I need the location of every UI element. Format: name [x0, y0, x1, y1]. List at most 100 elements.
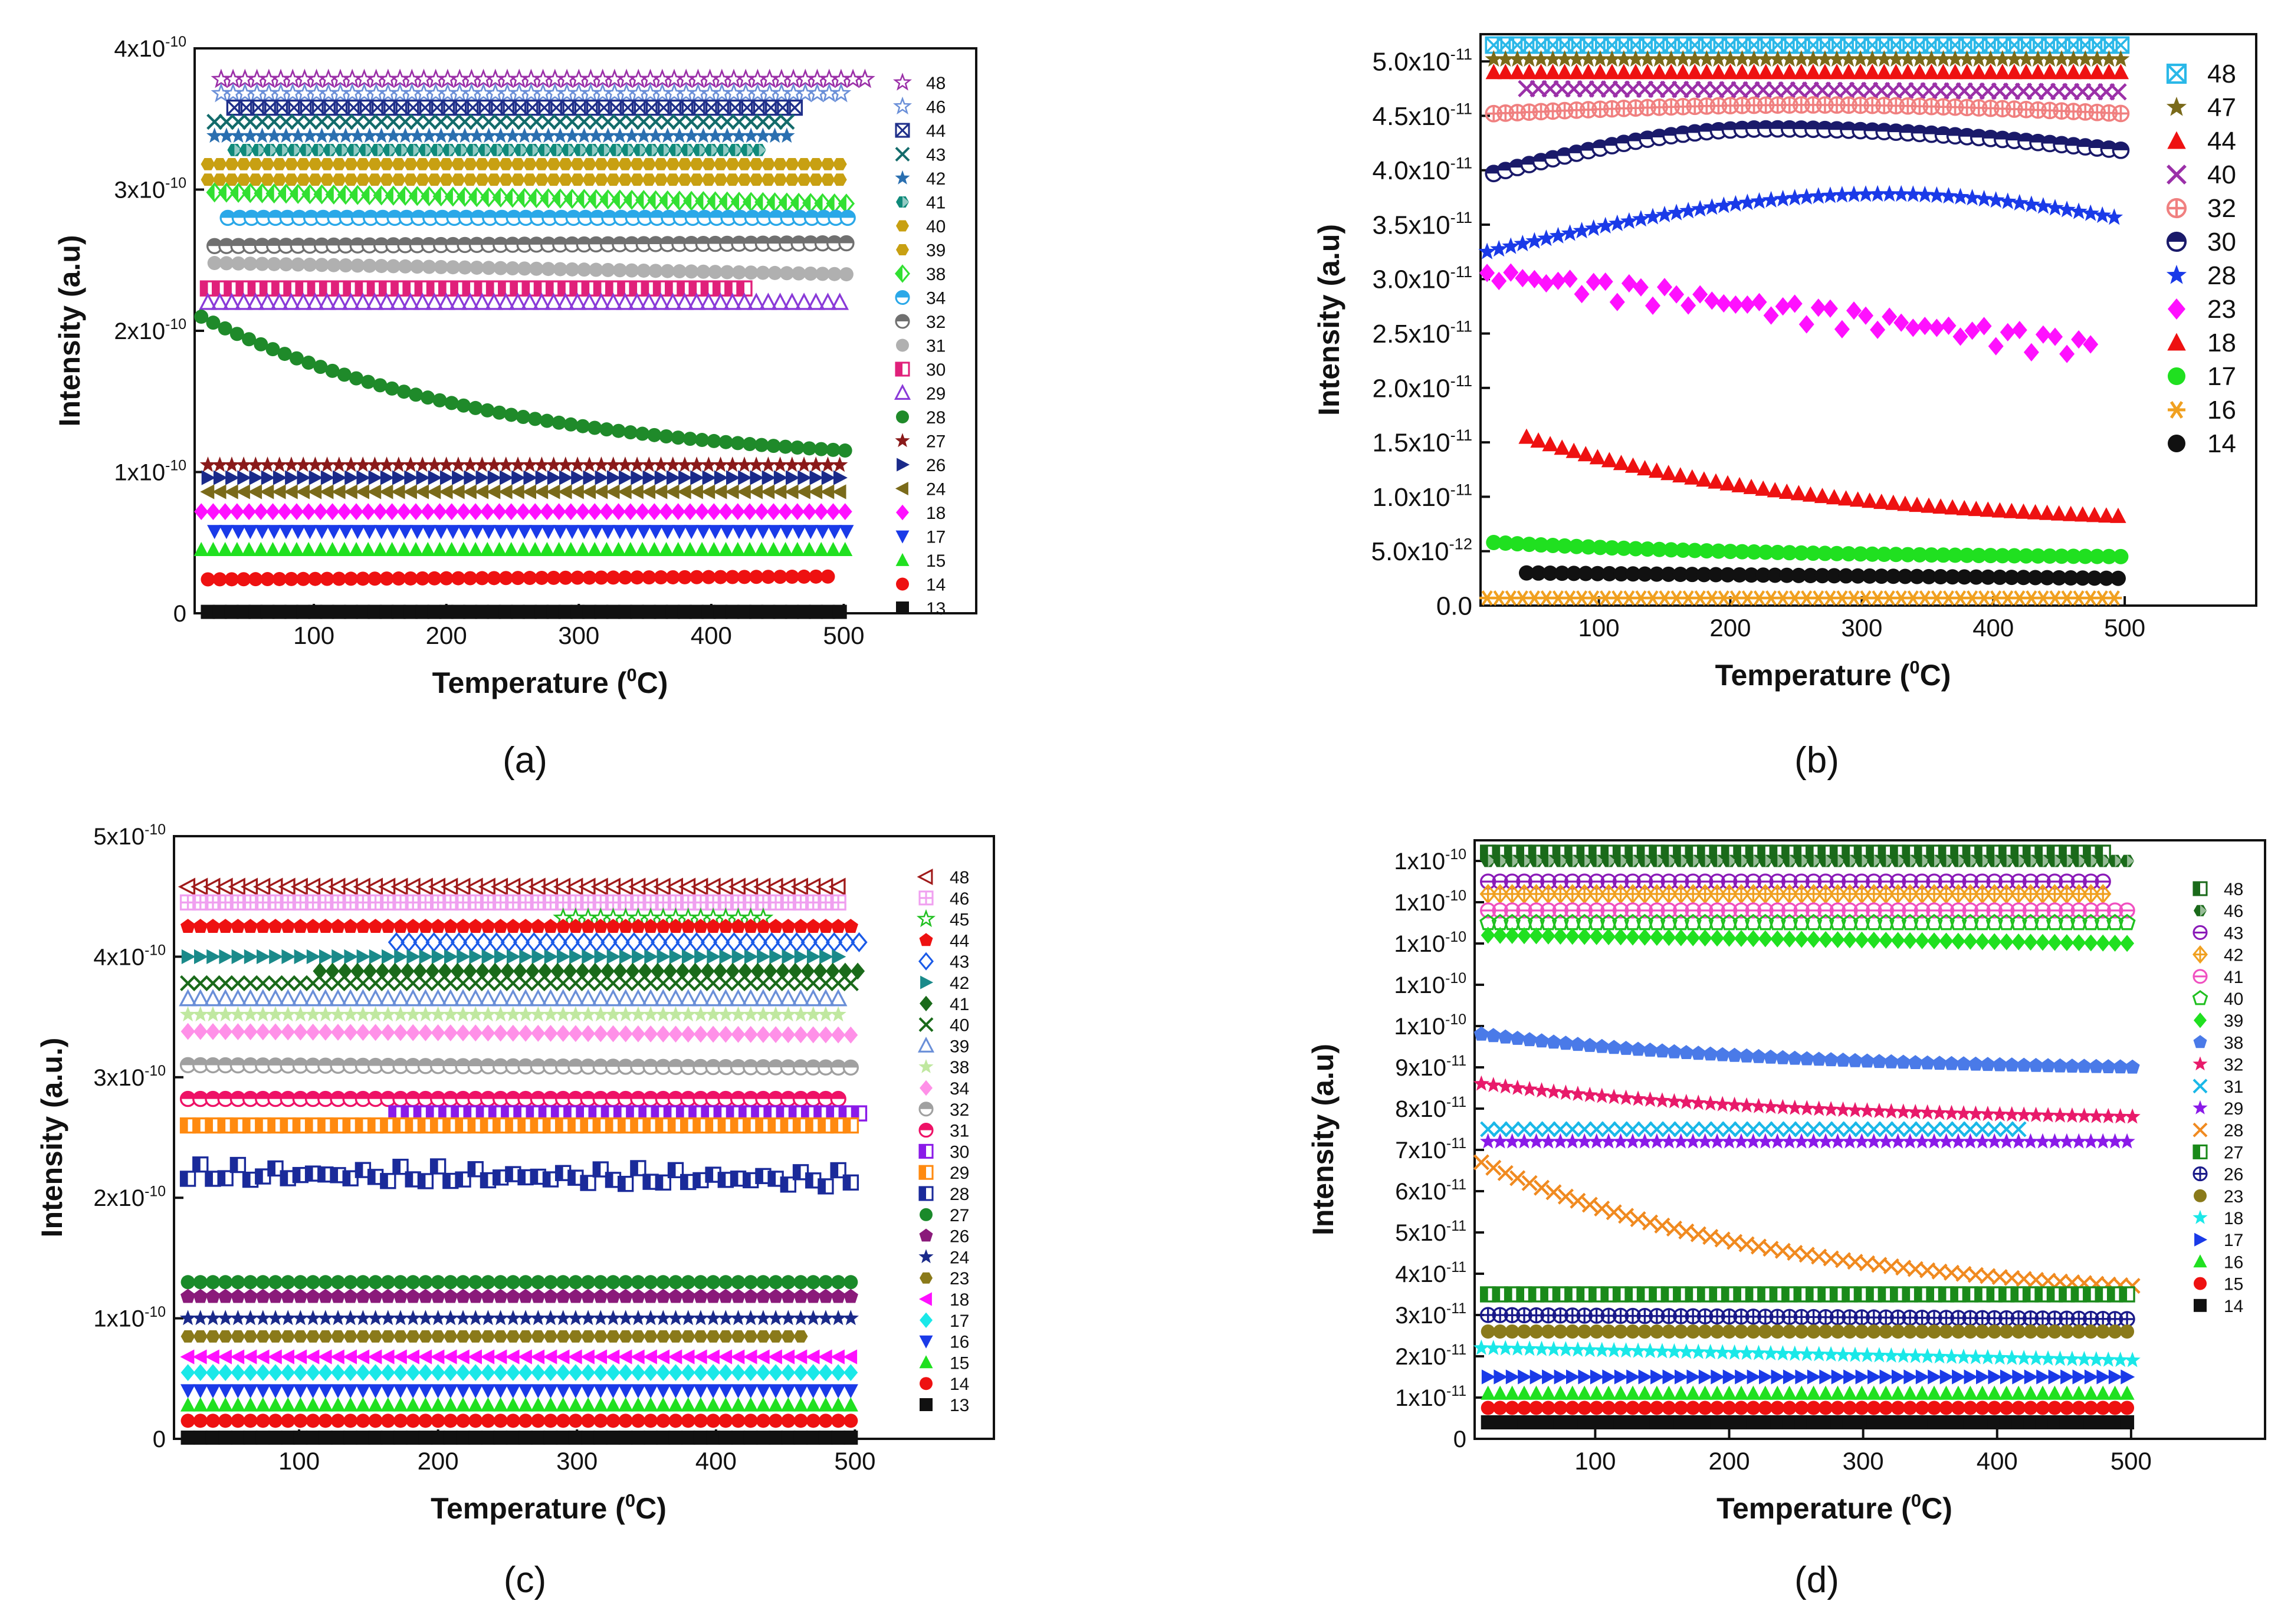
point-series-27	[593, 456, 610, 472]
point-series-42	[254, 127, 271, 143]
x-tick-label: 200	[1708, 1447, 1750, 1475]
point-series-42	[743, 127, 759, 143]
point-series-14	[1481, 1415, 1495, 1429]
point-series-42	[612, 127, 628, 143]
point-series-40	[665, 158, 680, 170]
legend-marker-13	[896, 601, 909, 614]
point-series-15	[1553, 1401, 1568, 1415]
point-series-14	[406, 1413, 421, 1428]
point-series-27	[306, 1275, 320, 1290]
point-series-26	[368, 470, 383, 485]
legend-label-40: 40	[2224, 989, 2243, 1009]
point-series-44	[524, 99, 541, 116]
point-series-44	[250, 99, 267, 116]
point-series-27	[568, 1275, 583, 1290]
point-series-13	[205, 1430, 220, 1445]
point-series-27	[665, 456, 681, 472]
point-series-15	[1589, 1401, 1604, 1415]
point-series-14	[1493, 1415, 1508, 1429]
legend-marker-27	[920, 1208, 933, 1221]
point-series-28	[361, 374, 376, 389]
point-series-27	[390, 456, 407, 472]
y-tick-label: 5x10-11	[1395, 1218, 1466, 1246]
point-series-43	[623, 113, 640, 130]
point-series-27	[557, 456, 574, 472]
point-series-18	[576, 503, 590, 520]
point-series-31	[827, 267, 842, 281]
point-series-13	[218, 1430, 233, 1445]
point-series-26	[773, 470, 788, 485]
point-series-39	[582, 173, 597, 186]
point-series-14	[543, 1413, 558, 1428]
point-series-44	[619, 99, 636, 116]
point-series-18	[337, 503, 352, 520]
point-series-23	[1481, 1324, 1495, 1339]
point-series-28	[563, 417, 578, 432]
point-series-26	[547, 470, 562, 485]
point-series-13	[506, 1430, 520, 1445]
point-series-14	[818, 1413, 833, 1428]
y-tick-label: 8x10-11	[1395, 1094, 1466, 1122]
point-series-13	[631, 1430, 645, 1445]
point-series-14	[1975, 1415, 1990, 1429]
point-series-39	[642, 173, 657, 186]
point-series-31	[243, 257, 258, 271]
y-tick-label: 1x10-10	[114, 458, 186, 486]
point-series-14	[231, 1413, 245, 1428]
point-series-27	[736, 456, 753, 472]
point-series-13	[656, 1430, 671, 1445]
point-series-43	[671, 113, 688, 130]
point-series-26	[285, 470, 300, 485]
point-series-13	[731, 1430, 746, 1445]
legend-label-30: 30	[2207, 228, 2236, 257]
point-series-31	[278, 257, 293, 272]
point-series-15	[1758, 1401, 1773, 1415]
point-series-27	[218, 1275, 233, 1290]
point-series-14	[1541, 1415, 1555, 1429]
point-series-14	[2047, 1415, 2062, 1429]
point-series-15	[1866, 1401, 1881, 1415]
point-series-40	[272, 158, 287, 170]
point-series-29	[485, 292, 503, 310]
point-series-23	[1951, 1324, 1965, 1339]
point-series-43	[409, 113, 425, 130]
x-tick-label: 400	[1977, 1447, 2018, 1475]
legend-label-42: 42	[950, 974, 969, 993]
point-series-18	[409, 503, 423, 520]
point-series-15	[1541, 1401, 1555, 1415]
point-series-40	[367, 158, 382, 170]
point-series-39	[391, 173, 406, 186]
point-series-24	[713, 484, 727, 499]
point-series-13	[456, 1430, 471, 1445]
point-series-28	[206, 315, 221, 330]
point-series-18	[778, 503, 793, 520]
point-series-31	[792, 266, 806, 281]
point-series-26	[225, 470, 240, 485]
point-series-15	[1505, 1401, 1519, 1415]
point-series-27	[247, 456, 264, 472]
point-series-44	[691, 99, 708, 116]
legend-label-16: 16	[950, 1333, 969, 1352]
point-series-42	[349, 127, 366, 143]
point-series-43	[564, 113, 580, 130]
point-series-26	[487, 470, 502, 485]
point-series-15	[1903, 1401, 1918, 1415]
point-series-29	[282, 292, 301, 310]
point-series-27	[569, 456, 586, 472]
y-tick-label: 1x10-11	[1395, 1383, 1466, 1411]
point-series-40	[630, 158, 645, 170]
point-series-27	[307, 456, 324, 472]
point-series-44	[488, 99, 505, 116]
point-series-39	[260, 173, 275, 186]
x-tick-label: 100	[1574, 1447, 1616, 1475]
legend-label-42: 42	[926, 169, 946, 189]
point-series-24	[415, 484, 429, 499]
legend-marker-28	[896, 410, 909, 423]
point-series-26	[523, 470, 538, 485]
point-series-43	[373, 113, 390, 130]
point-series-27	[331, 456, 347, 472]
point-series-28	[754, 438, 769, 452]
point-series-26	[237, 470, 252, 485]
point-series-14	[1686, 1415, 1701, 1429]
legend-label-38: 38	[2224, 1033, 2243, 1053]
